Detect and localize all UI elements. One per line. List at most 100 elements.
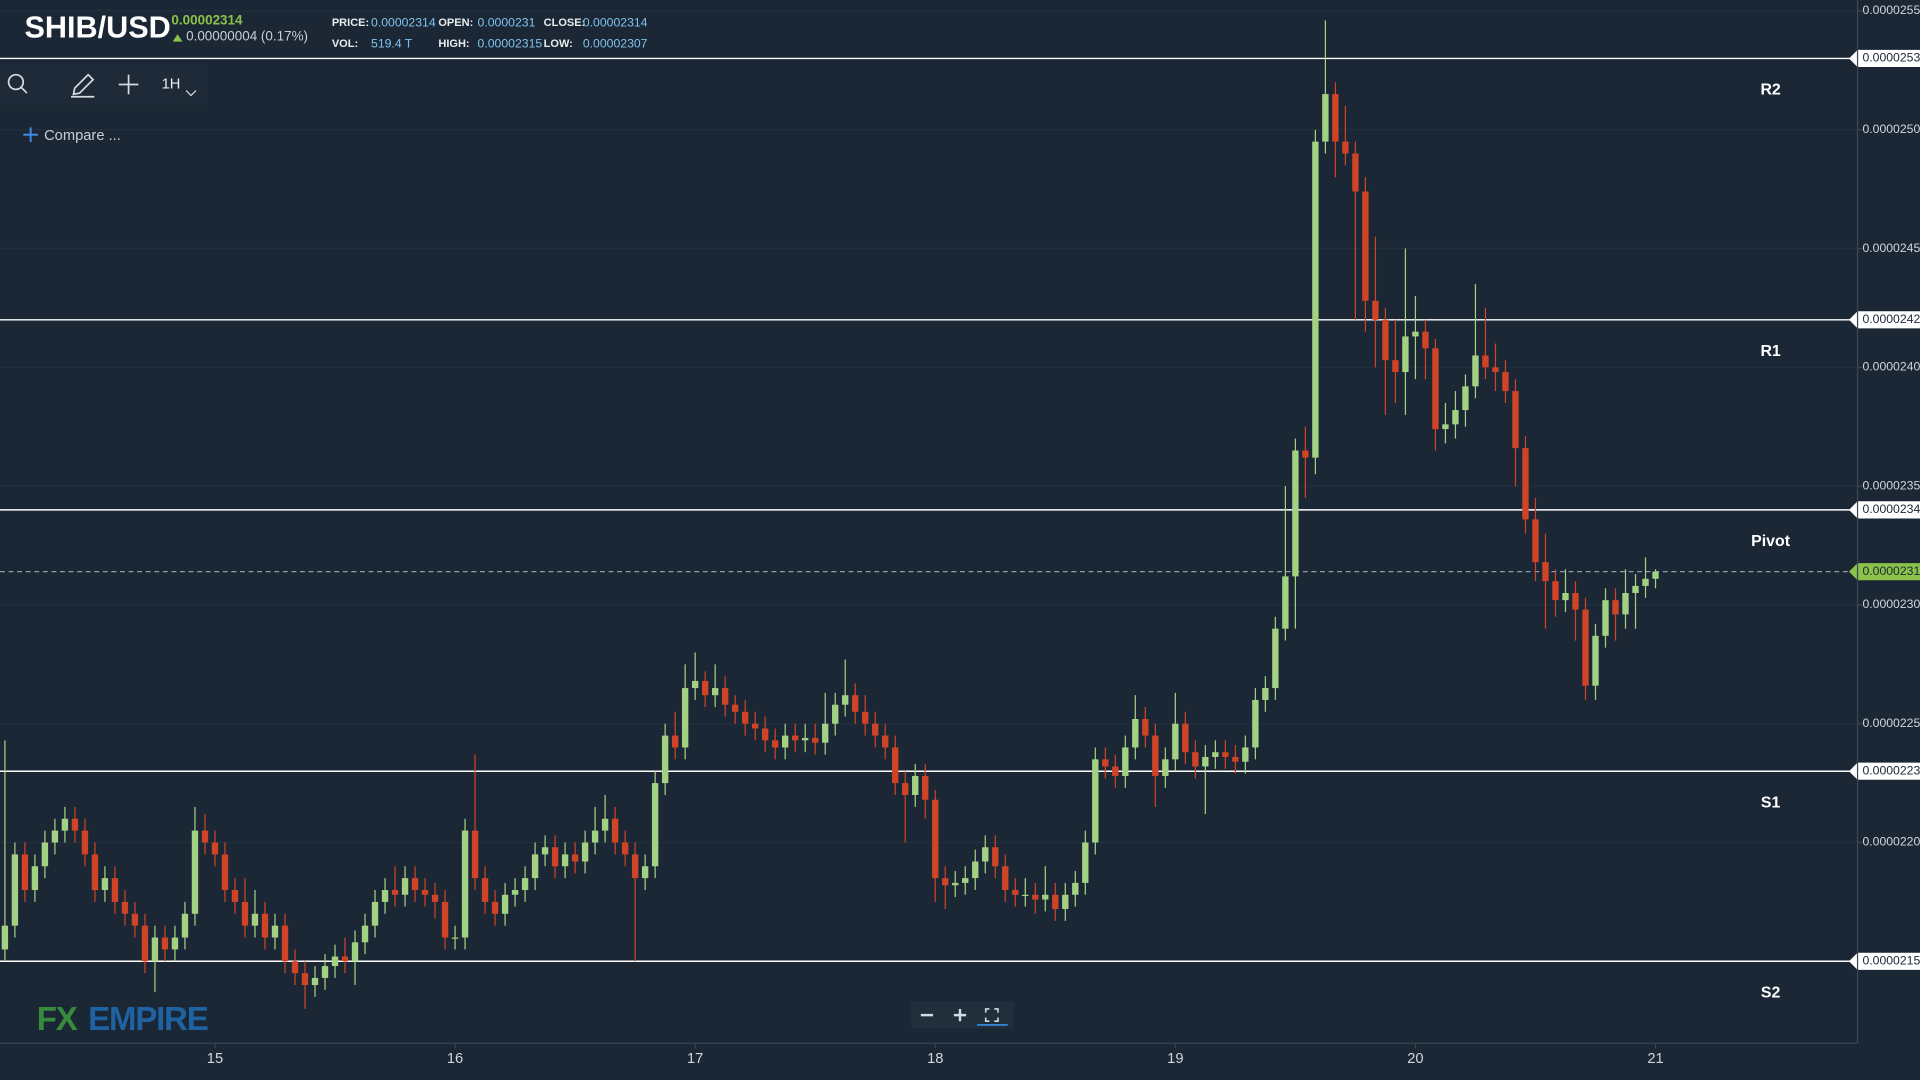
candle-body <box>772 740 779 748</box>
candle-body <box>1052 894 1059 910</box>
level-tag <box>1848 49 1920 68</box>
candle-body <box>892 747 899 784</box>
candle-body <box>992 847 999 867</box>
candle-body <box>1112 766 1119 776</box>
candle-body <box>1592 635 1599 686</box>
candle-body <box>1062 894 1069 910</box>
candle-body <box>832 704 839 724</box>
candle-body <box>231 890 239 902</box>
candle-body <box>1462 386 1469 411</box>
zoom-in[interactable] <box>953 1008 967 1022</box>
candle-body <box>551 847 559 867</box>
interval-chevron[interactable] <box>185 90 197 97</box>
candle-body <box>812 737 819 743</box>
candle-body <box>11 854 19 926</box>
x-tick-label: 21 <box>1647 1051 1663 1067</box>
candle-body <box>1022 894 1029 896</box>
search-button[interactable] <box>7 73 28 94</box>
candle-body <box>1562 593 1569 601</box>
interval-button[interactable]: 1H <box>162 76 181 92</box>
candle-body <box>872 723 879 736</box>
level-name: R1 <box>1760 343 1780 360</box>
candle-body <box>1502 372 1509 392</box>
candle-body <box>591 830 599 843</box>
candle-body <box>1372 300 1379 320</box>
candle-body <box>1242 747 1249 762</box>
candle-body <box>331 956 339 967</box>
symbol: SHIB/USD <box>24 10 170 44</box>
candle-body <box>1 925 9 950</box>
candle-body <box>81 830 89 855</box>
candle-body <box>1572 593 1579 610</box>
candle-body <box>1042 894 1049 900</box>
candle-body <box>141 925 149 962</box>
crosshair-button[interactable] <box>118 74 139 95</box>
candle-body <box>411 878 419 891</box>
candle-body <box>631 854 639 879</box>
candle-body <box>1412 331 1419 337</box>
candle-body <box>902 783 909 795</box>
level-tag <box>1848 952 1920 970</box>
candle-body <box>671 735 679 748</box>
candle-body <box>1222 752 1229 757</box>
y-tick-label: 0.00002200 <box>1862 835 1920 849</box>
toolbar <box>0 63 209 106</box>
candle-body <box>711 688 719 696</box>
candle-body <box>761 728 769 741</box>
stat-value: 0.00002314 <box>583 15 648 29</box>
candle-body <box>1332 94 1339 142</box>
candle-body <box>511 890 519 895</box>
level-value: 0.0000223 <box>1862 763 1920 777</box>
candle-body <box>1232 756 1239 762</box>
candle-body <box>191 830 199 914</box>
candle-body <box>932 799 939 879</box>
candle-body <box>842 695 849 705</box>
candle-body <box>1392 360 1399 373</box>
candle-body <box>1012 890 1019 895</box>
candle-body <box>571 854 579 862</box>
last-price-label: 0.00002314 <box>1862 564 1920 578</box>
compare-button[interactable]: Compare ... <box>23 127 121 144</box>
candle-body <box>341 956 349 962</box>
candle-body <box>311 977 319 986</box>
fit-button[interactable] <box>977 1008 1008 1026</box>
compare-label[interactable]: Compare ... <box>44 128 121 144</box>
draw-button[interactable] <box>71 73 95 98</box>
candle-body <box>531 854 539 879</box>
candle-body <box>1652 571 1659 579</box>
candle-body <box>741 711 749 724</box>
candle-body <box>91 854 99 891</box>
candle-body <box>291 961 299 974</box>
candle-body <box>862 711 869 724</box>
candle-body <box>1322 94 1329 142</box>
candle-body <box>822 723 829 743</box>
candle-body <box>1362 191 1369 301</box>
grid <box>0 10 1858 844</box>
candle-body <box>1512 391 1519 449</box>
candle-body <box>1252 699 1259 748</box>
candle-body <box>1432 348 1439 430</box>
candle-body <box>521 878 529 891</box>
candle-body <box>1092 759 1099 843</box>
candle-body <box>661 735 669 784</box>
candle-body <box>1172 723 1179 760</box>
candle-body <box>1522 448 1529 520</box>
candle-body <box>111 878 119 902</box>
up-arrow <box>172 34 183 42</box>
candle-body <box>1082 842 1089 883</box>
candle-body <box>1542 562 1549 582</box>
candle-body <box>1272 628 1279 689</box>
level-name: S1 <box>1761 794 1781 811</box>
stat-label: OPEN: <box>438 17 473 29</box>
candle-body <box>681 688 689 748</box>
stat-label: PRICE: <box>332 17 369 29</box>
candle-body <box>601 818 609 831</box>
candle-body <box>1152 735 1159 776</box>
stat-value: 0.0000231 <box>478 15 536 29</box>
